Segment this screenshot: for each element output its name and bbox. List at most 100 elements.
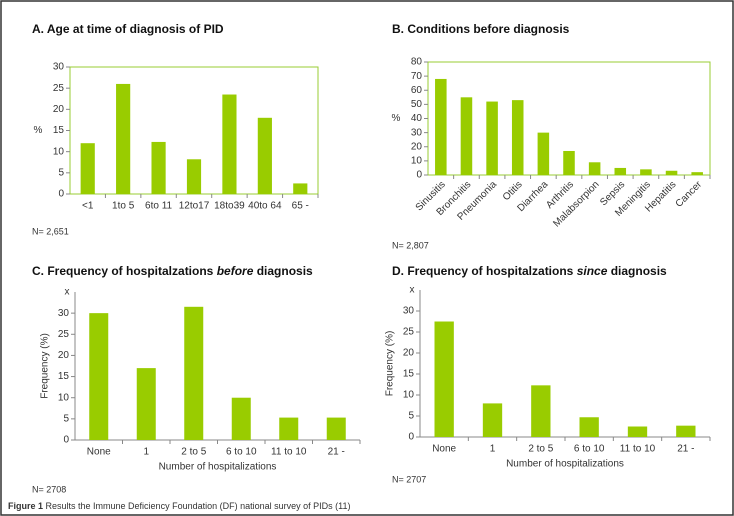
y-tick-label: 15: [403, 369, 415, 380]
x-axis-label: Number of hospitalizations: [506, 459, 624, 470]
bar: [184, 306, 204, 440]
y-axis-label: %: [34, 125, 43, 136]
bar: [531, 385, 551, 437]
bar: [614, 167, 627, 175]
sample-size-note: N= 2,651: [32, 226, 69, 236]
bar: [222, 94, 237, 194]
x-tick-label: 21 -: [328, 447, 345, 458]
y-axis-label: Frequency (%): [40, 333, 51, 399]
y-tick-label: 10: [411, 156, 423, 167]
bar: [434, 321, 454, 437]
title-part: before: [217, 264, 254, 278]
y-tick-label: 20: [53, 104, 65, 115]
y-tick-label: 50: [411, 99, 423, 110]
y-tick-label: 40: [411, 113, 423, 124]
bar: [293, 183, 308, 194]
y-tick-label: 20: [411, 141, 423, 152]
x-tick-label: None: [87, 447, 111, 458]
title-part: D. Frequency of hospitalzations: [392, 264, 577, 278]
title-part: since: [577, 264, 608, 278]
x-tick-label: <1: [82, 201, 94, 212]
axis-top-mark: x: [410, 285, 415, 296]
bar: [136, 368, 156, 440]
y-axis-label: %: [392, 113, 401, 124]
bar: [257, 117, 272, 194]
bar: [186, 159, 202, 194]
y-tick-label: 15: [53, 125, 65, 136]
x-tick-label: 2 to 5: [181, 447, 206, 458]
y-tick-label: 10: [53, 146, 65, 157]
bar: [482, 403, 503, 437]
y-tick-label: 25: [403, 327, 415, 338]
y-tick-label: 30: [411, 127, 423, 138]
caption-label: Figure 1: [8, 501, 43, 511]
x-tick-label: 6 to 10: [574, 444, 605, 455]
y-tick-label: 0: [416, 170, 422, 181]
bar: [588, 162, 601, 175]
bar: [579, 417, 599, 437]
bar: [89, 313, 109, 440]
bar: [627, 426, 648, 437]
bar: [435, 78, 447, 175]
bar: [665, 170, 678, 175]
caption: Figure 1 Results the Immune Deficiency F…: [8, 501, 350, 511]
y-tick-label: 10: [58, 392, 70, 403]
bar: [116, 83, 131, 194]
chart-title: C. Frequency of hospitalzations before d…: [32, 264, 313, 278]
bar: [231, 397, 251, 440]
bar: [676, 425, 696, 437]
x-tick-label: 11 to 10: [620, 444, 656, 455]
bar: [511, 100, 524, 175]
x-tick-label: 1to 5: [112, 201, 135, 212]
y-tick-label: 30: [403, 306, 415, 317]
axis-top-mark: x: [65, 287, 70, 298]
y-tick-label: 25: [53, 83, 65, 94]
y-tick-label: 20: [58, 350, 70, 361]
y-tick-label: 70: [411, 71, 423, 82]
x-tick-label: 12to17: [179, 201, 210, 212]
sample-size-note: N= 2,807: [392, 240, 429, 250]
y-tick-label: 30: [58, 308, 70, 319]
x-tick-label: 2 to 5: [528, 444, 553, 455]
y-axis-label: Frequency (%): [385, 331, 396, 397]
bar: [151, 141, 166, 194]
x-tick-label: 40to 64: [248, 201, 282, 212]
title-part: C. Frequency of hospitalzations: [32, 264, 217, 278]
y-tick-label: 15: [58, 371, 70, 382]
y-tick-label: 60: [411, 85, 423, 96]
x-tick-label: 1: [143, 447, 149, 458]
chart-title: B. Conditions before diagnosis: [392, 22, 570, 36]
y-tick-label: 30: [53, 62, 65, 73]
sample-size-note: N= 2707: [392, 474, 426, 484]
title-part: diagnosis: [253, 264, 313, 278]
y-tick-label: 25: [58, 329, 70, 340]
chart-title: A. Age at time of diagnosis of PID: [32, 22, 224, 36]
x-tick-label: None: [432, 444, 456, 455]
x-tick-label: 18to39: [214, 201, 245, 212]
bar: [326, 417, 346, 440]
x-tick-label: 6to 11: [145, 201, 172, 212]
y-tick-label: 10: [403, 390, 415, 401]
y-tick-label: 5: [63, 413, 69, 424]
bar: [691, 172, 703, 175]
x-tick-label: 6 to 10: [226, 447, 257, 458]
y-tick-label: 0: [58, 189, 64, 200]
bar: [563, 150, 575, 175]
title-part: diagnosis: [607, 264, 667, 278]
bar: [80, 143, 95, 194]
chart-title: D. Frequency of hospitalzations since di…: [392, 264, 667, 278]
x-tick-label: 21 -: [677, 444, 694, 455]
x-tick-label: 1: [490, 444, 496, 455]
bar: [537, 132, 550, 175]
bar: [486, 101, 498, 175]
y-tick-label: 80: [411, 57, 423, 68]
bar: [279, 417, 299, 440]
bar: [640, 169, 652, 175]
y-tick-label: 0: [63, 435, 69, 446]
bar: [460, 97, 473, 175]
y-tick-label: 0: [408, 432, 414, 443]
title-part: A. Age at time of diagnosis of PID: [32, 22, 224, 36]
sample-size-note: N= 2708: [32, 484, 66, 494]
